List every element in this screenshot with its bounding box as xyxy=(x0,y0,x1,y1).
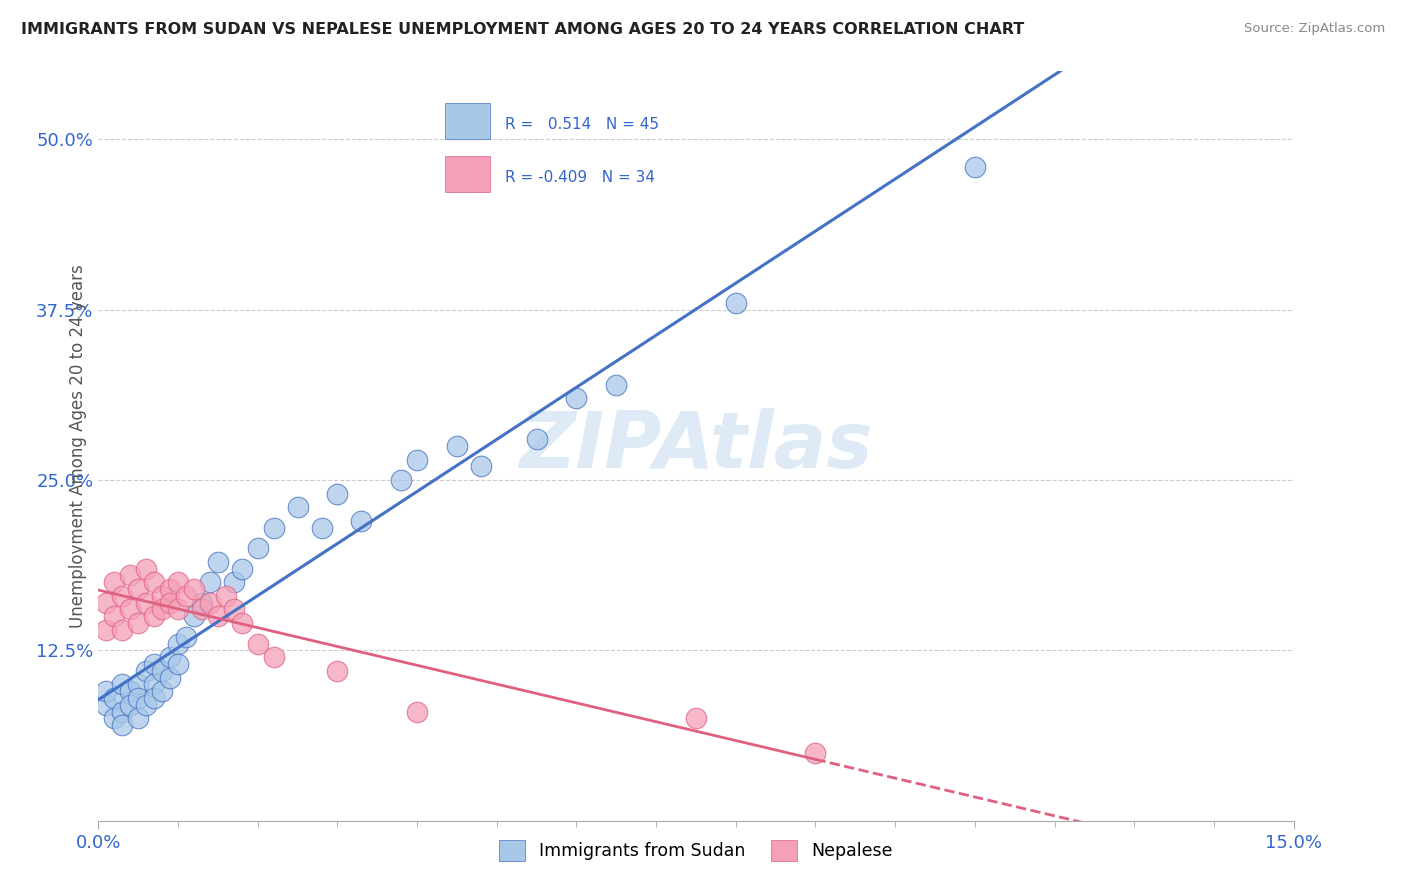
Point xyxy=(103,609,125,624)
Point xyxy=(103,711,125,725)
Point xyxy=(143,677,166,691)
Point xyxy=(565,392,588,406)
Point xyxy=(159,596,181,610)
Point xyxy=(127,582,149,596)
Legend: Immigrants from Sudan, Nepalese: Immigrants from Sudan, Nepalese xyxy=(492,833,900,868)
Point xyxy=(143,657,166,671)
Point xyxy=(215,589,238,603)
Point xyxy=(174,589,197,603)
Point xyxy=(446,439,468,453)
Point xyxy=(167,602,190,616)
Point xyxy=(96,596,118,610)
Point xyxy=(150,602,173,616)
Point xyxy=(96,623,118,637)
Point xyxy=(724,296,747,310)
Point xyxy=(143,609,166,624)
Point xyxy=(406,452,429,467)
Point xyxy=(246,541,269,556)
Point xyxy=(183,582,205,596)
Point xyxy=(311,521,333,535)
Point xyxy=(127,677,149,691)
Point xyxy=(222,575,245,590)
Point xyxy=(222,602,245,616)
Point xyxy=(191,596,214,610)
Point xyxy=(326,486,349,500)
Y-axis label: Unemployment Among Ages 20 to 24 years: Unemployment Among Ages 20 to 24 years xyxy=(69,264,87,628)
Point xyxy=(135,561,157,575)
Point xyxy=(159,582,181,596)
Point xyxy=(246,636,269,650)
Point xyxy=(174,630,197,644)
Point xyxy=(127,691,149,706)
Point xyxy=(326,664,349,678)
Text: Source: ZipAtlas.com: Source: ZipAtlas.com xyxy=(1244,22,1385,36)
Point xyxy=(263,521,285,535)
Point xyxy=(150,589,173,603)
Point xyxy=(963,160,986,174)
Point xyxy=(111,623,134,637)
Point xyxy=(111,718,134,732)
Point xyxy=(96,698,118,712)
Text: IMMIGRANTS FROM SUDAN VS NEPALESE UNEMPLOYMENT AMONG AGES 20 TO 24 YEARS CORRELA: IMMIGRANTS FROM SUDAN VS NEPALESE UNEMPL… xyxy=(21,22,1025,37)
Point xyxy=(406,705,429,719)
Point xyxy=(120,684,142,698)
Point xyxy=(231,616,253,631)
Point xyxy=(143,575,166,590)
Point xyxy=(159,671,181,685)
Point xyxy=(263,650,285,665)
Point xyxy=(685,711,707,725)
Point xyxy=(120,568,142,582)
Point xyxy=(127,711,149,725)
Point xyxy=(389,473,412,487)
Point xyxy=(150,684,173,698)
Point xyxy=(127,616,149,631)
Point xyxy=(135,698,157,712)
Point xyxy=(120,602,142,616)
Point xyxy=(198,575,221,590)
Point xyxy=(198,596,221,610)
Point xyxy=(526,432,548,446)
Point xyxy=(350,514,373,528)
Point xyxy=(103,575,125,590)
Point xyxy=(111,589,134,603)
Point xyxy=(150,664,173,678)
Point xyxy=(135,596,157,610)
Point xyxy=(183,609,205,624)
Point xyxy=(143,691,166,706)
Point xyxy=(167,575,190,590)
Point xyxy=(111,705,134,719)
Point xyxy=(159,650,181,665)
Point xyxy=(605,377,627,392)
Point xyxy=(470,459,492,474)
Point xyxy=(96,684,118,698)
Point xyxy=(207,609,229,624)
Point xyxy=(111,677,134,691)
Point xyxy=(103,691,125,706)
Point xyxy=(804,746,827,760)
Point xyxy=(191,602,214,616)
Point xyxy=(120,698,142,712)
Point xyxy=(167,657,190,671)
Point xyxy=(287,500,309,515)
Point xyxy=(207,555,229,569)
Point xyxy=(231,561,253,575)
Point xyxy=(167,636,190,650)
Text: ZIPAtlas: ZIPAtlas xyxy=(519,408,873,484)
Point xyxy=(135,664,157,678)
